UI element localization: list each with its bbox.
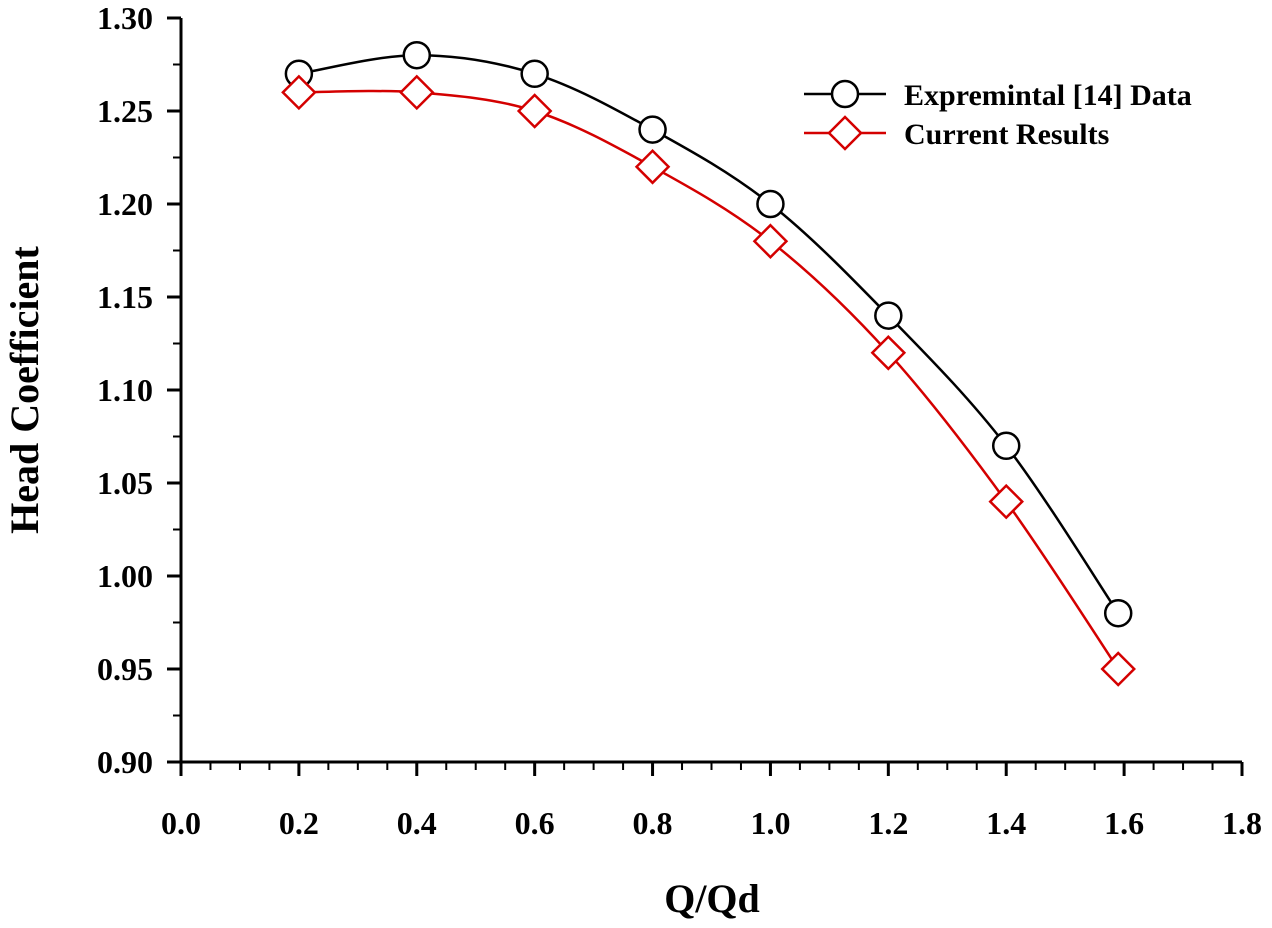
x-axis-title: Q/Qd [664, 876, 760, 921]
x-tick-label: 1.0 [750, 805, 790, 841]
data-point [870, 335, 907, 371]
y-tick-label: 1.25 [97, 93, 153, 129]
data-point [634, 149, 671, 185]
series-experimental [284, 40, 1133, 628]
legend-entry: Expremintal [14] Data [804, 79, 1192, 112]
y-tick-label: 1.00 [97, 558, 153, 594]
y-tick-label: 0.90 [97, 744, 153, 780]
data-point [399, 74, 435, 111]
legend-marker [830, 79, 860, 109]
data-point [638, 115, 667, 144]
data-point [516, 93, 553, 129]
y-tick-label: 0.95 [97, 651, 153, 687]
series-layer [281, 40, 1136, 687]
data-point [991, 431, 1021, 461]
x-tick-label: 0.4 [397, 805, 437, 841]
legend: Expremintal [14] Data Current Results [804, 79, 1192, 151]
y-axis-title: Head Coefficient [2, 245, 47, 533]
x-tick-label: 1.6 [1104, 805, 1144, 841]
y-tick-label: 1.05 [97, 465, 153, 501]
data-point [752, 223, 789, 259]
x-tick-label: 0.6 [515, 805, 555, 841]
x-tick-label: 0.2 [279, 805, 319, 841]
legend-entry: Current Results [804, 115, 1109, 151]
y-tick-label: 1.10 [97, 372, 153, 408]
x-tick-label: 0.0 [161, 805, 201, 841]
series-current [281, 74, 1136, 687]
data-point [988, 483, 1024, 520]
x-axis-ticks: 0.0 0.2 0.4 0.6 0.8 1.0 1.2 1.4 1.6 1.8 [161, 762, 1262, 841]
data-point [402, 40, 432, 70]
data-point [1103, 598, 1133, 628]
x-tick-label: 1.8 [1222, 805, 1262, 841]
x-tick-label: 1.4 [986, 805, 1026, 841]
legend-label: Current Results [904, 118, 1109, 151]
y-tick-label: 1.20 [97, 186, 153, 222]
data-point [874, 301, 903, 330]
legend-label: Expremintal [14] Data [904, 79, 1192, 112]
data-point [1100, 651, 1136, 687]
data-point [520, 59, 549, 89]
x-tick-label: 0.8 [633, 805, 673, 841]
y-axis-ticks: 0.90 0.95 1.00 1.05 1.10 1.15 1.20 1.25 1.30 [97, 0, 181, 780]
y-tick-label: 1.15 [97, 279, 153, 315]
y-tick-label: 1.30 [97, 0, 153, 36]
series-line [298, 89, 1120, 670]
data-point [756, 189, 785, 219]
x-tick-label: 1.2 [868, 805, 908, 841]
data-point [281, 74, 317, 111]
legend-marker [827, 115, 863, 151]
